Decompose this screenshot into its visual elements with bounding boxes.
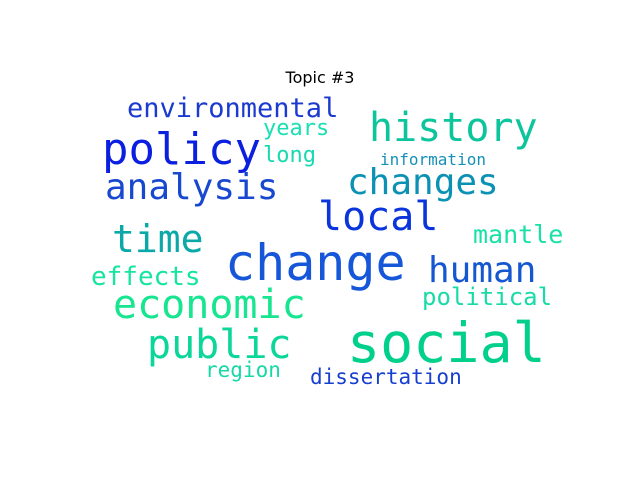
- word-change: change: [225, 234, 406, 292]
- word-human: human: [428, 250, 537, 291]
- word-effects: effects: [91, 262, 201, 292]
- word-history: history: [369, 105, 538, 151]
- word-public: public: [147, 322, 292, 368]
- word-dissertation: dissertation: [310, 365, 462, 389]
- word-changes: changes: [347, 162, 499, 203]
- word-policy: policy: [102, 124, 261, 175]
- word-analysis: analysis: [105, 167, 279, 208]
- word-local: local: [318, 194, 439, 240]
- figure-title: Topic #3: [285, 68, 355, 87]
- word-environmental: environmental: [127, 93, 339, 124]
- word-time: time: [112, 217, 204, 261]
- word-economic: economic: [113, 282, 306, 328]
- word-social: social: [347, 311, 546, 375]
- word-political: political: [422, 283, 553, 311]
- word-years: years: [263, 116, 330, 141]
- word-region: region: [205, 358, 281, 382]
- word-long: long: [263, 143, 316, 168]
- word-information: information: [380, 150, 486, 169]
- word-mantle: mantle: [473, 220, 564, 249]
